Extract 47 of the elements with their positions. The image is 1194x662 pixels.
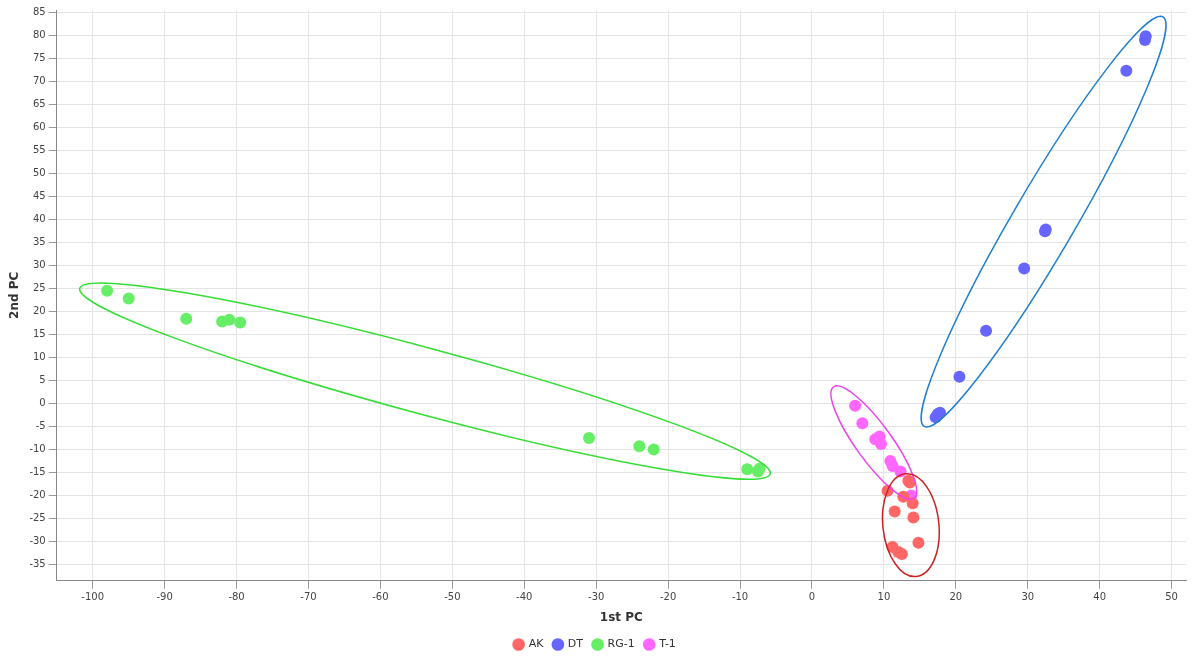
y-tick-label: -20 <box>29 489 46 501</box>
y-tick-label: 15 <box>33 328 46 340</box>
y-tick-label: -5 <box>35 420 46 432</box>
y-tick-label: 80 <box>33 28 46 40</box>
x-tick-label: -30 <box>588 591 605 603</box>
x-tick-label: -10 <box>731 591 749 603</box>
legend-label: RG-1 <box>607 637 635 651</box>
x-axis-title: 1st PC <box>599 609 644 624</box>
y-tick-label: 20 <box>33 305 46 316</box>
y-tick-label: 0 <box>39 397 46 409</box>
y-tick-label: 50 <box>33 166 46 178</box>
x-tick-label: 30 <box>1021 591 1035 603</box>
x-tick-label: -20 <box>659 591 677 603</box>
y-tick-label: 10 <box>33 351 46 363</box>
y-tick-label: -15 <box>29 466 46 478</box>
y-tick-label: 35 <box>33 235 46 247</box>
y-tick-label: 25 <box>33 281 46 293</box>
y-tick-label: 60 <box>33 120 46 132</box>
x-tick-label: 20 <box>949 591 963 603</box>
y-tick-label: 70 <box>33 74 46 86</box>
y-tick-label: 75 <box>33 51 46 63</box>
x-tick-label: 10 <box>877 591 891 603</box>
y-tick-label: -25 <box>29 512 46 524</box>
x-tick-label: 40 <box>1093 591 1107 603</box>
y-tick-label: -10 <box>29 443 46 455</box>
y-tick-label: 55 <box>33 143 46 155</box>
x-tick-label: -90 <box>156 591 173 603</box>
x-tick-label: -60 <box>372 591 389 603</box>
y-tick-label: 30 <box>33 258 46 270</box>
x-tick-label: -50 <box>444 591 461 603</box>
x-tick-label: -70 <box>300 591 317 603</box>
x-tick-label: -40 <box>516 591 533 603</box>
legend-label: AK <box>528 637 545 651</box>
legend-label: T-1 <box>658 637 676 651</box>
y-tick-label: -35 <box>29 558 46 570</box>
y-tick-label: 40 <box>33 212 46 224</box>
y-tick-label: 85 <box>33 5 46 17</box>
y-tick-label: 5 <box>39 374 46 386</box>
x-tick-label: 0 <box>808 591 816 603</box>
x-tick-label: 50 <box>1165 591 1178 603</box>
y-tick-label: -30 <box>29 535 46 547</box>
y-axis-title: 2nd PC <box>7 271 22 319</box>
legend-label: DT <box>567 637 584 651</box>
y-tick-label: 45 <box>33 189 46 201</box>
x-tick-label: -100 <box>81 591 105 603</box>
y-tick-label: 65 <box>33 97 46 109</box>
x-tick-label: -80 <box>228 591 245 603</box>
